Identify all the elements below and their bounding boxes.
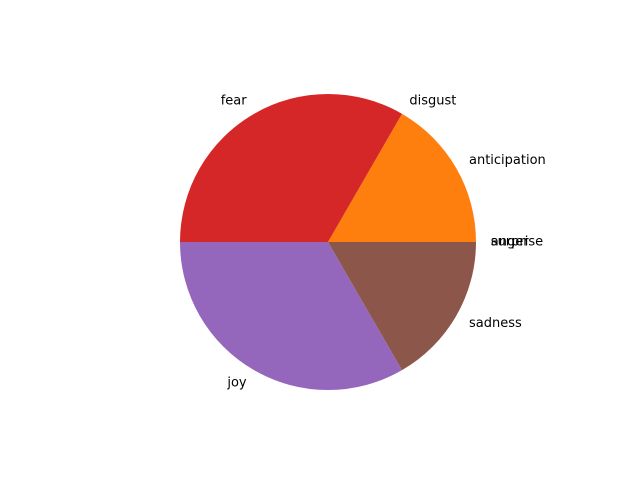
pie-slice-fear: [180, 93, 402, 242]
pie-label-fear: fear: [221, 94, 248, 109]
pie-slices: [180, 93, 477, 391]
pie-label-sadness: sadness: [469, 316, 522, 331]
pie-label-disgust: disgust: [409, 94, 456, 109]
pie-label-anticipation: anticipation: [469, 153, 546, 168]
pie-labels: anger anticipation disgust fear joy sadness su…: [221, 94, 546, 391]
pie-slice-sadness: [328, 242, 476, 371]
pie-label-surprise: surprise: [491, 235, 543, 250]
pie-label-anger: anger: [491, 235, 529, 250]
pie-slice-anticipation: [328, 113, 477, 242]
pie-label-joy: joy: [226, 375, 247, 390]
pie-slice-joy: [180, 242, 402, 391]
